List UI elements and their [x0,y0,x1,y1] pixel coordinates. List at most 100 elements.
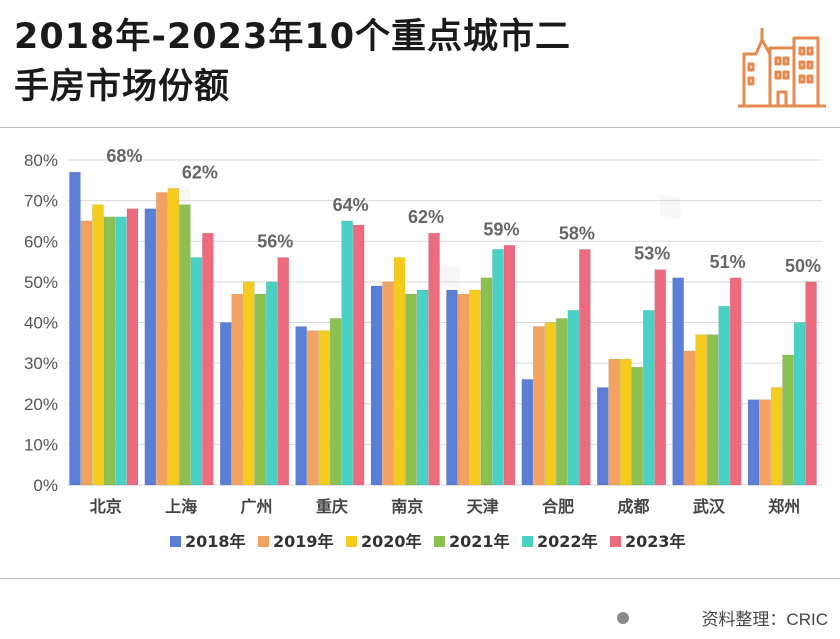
legend-label: 2022年 [537,532,598,551]
bar [695,334,707,486]
bar [179,204,191,486]
bar [416,289,429,486]
bar [480,277,493,486]
chart-title: 2018年-2023年10个重点城市二 手房市场份额 [14,12,714,112]
legend-label: 2020年 [361,532,422,551]
bar [718,306,730,486]
y-tick-label: 70% [24,192,58,211]
source-note: 资料整理：CRIC [701,610,828,629]
x-category-label: 南京 [391,497,423,516]
legend-label: 2018年 [185,532,246,551]
data-annotation: 50% [785,256,821,276]
bar [631,366,643,486]
x-category-label: 武汉 [693,497,726,516]
y-tick-label: 0% [33,476,58,495]
y-tick-label: 30% [24,354,58,373]
data-annotation: 58% [559,223,595,243]
x-category-label: 北京 [90,497,122,516]
bar [469,289,481,486]
bar [370,285,383,486]
bar [770,387,783,486]
bar [144,208,157,486]
bar [393,257,406,486]
legend-swatch [434,536,445,547]
data-annotation: 62% [182,162,218,182]
x-category-label: 合肥 [542,497,574,516]
bar [654,269,666,486]
bar [747,399,760,486]
bar [556,318,568,486]
bar [220,322,232,486]
x-category-label: 成都 [617,497,649,516]
bar [503,245,516,486]
bar [608,358,620,486]
data-annotation: 68% [106,146,142,166]
bar [202,232,214,486]
data-annotation: 51% [710,252,746,272]
bars-layer [69,171,817,486]
bar [92,204,104,486]
x-category-label: 天津 [467,497,499,516]
city-buildings-icon [738,28,826,108]
bar [254,293,266,486]
bar [683,350,696,486]
bar [643,310,655,486]
legend-swatch [170,536,181,547]
title-line-2: 手房市场份额 [14,67,231,107]
bar [457,293,470,486]
bar [782,354,794,486]
bar [428,232,440,486]
legend-swatch [258,536,269,547]
bar [352,224,365,486]
bar [126,208,139,486]
bar [729,277,742,486]
bar [597,387,609,486]
data-annotation: 56% [257,232,293,252]
bar [446,289,458,486]
bar [706,334,719,486]
y-tick-label: 40% [24,314,58,333]
data-annotation: 59% [483,219,519,239]
bottom-divider [0,578,840,579]
bar [544,322,557,486]
bar [579,249,591,486]
bar [382,281,394,486]
y-tick-label: 20% [24,395,58,414]
data-annotation: 62% [408,207,444,227]
bar [672,277,684,486]
bar [329,318,342,486]
bar [341,220,353,486]
legend-label: 2019年 [273,532,334,551]
bar [306,330,319,486]
bar [80,220,93,486]
data-annotation: 53% [634,244,670,264]
legend-swatch [346,536,357,547]
y-tick-label: 80% [24,151,58,170]
legend-layer: 2018年 2019年 2020年 2021年 2022年 2023年 [170,532,686,551]
bar [492,249,504,486]
y-tick-label: 50% [24,273,58,292]
bar [69,171,81,486]
bar [567,310,580,486]
y-tick-label: 10% [24,435,58,454]
x-category-label: 郑州 [768,497,800,516]
legend-swatch [522,536,533,547]
bar [318,330,330,486]
x-category-label: 重庆 [316,497,348,516]
bar [115,216,127,486]
bar [533,326,545,486]
x-category-label: 广州 [240,497,272,516]
bar [793,322,806,486]
bar [231,293,243,486]
labels-layer: 0% 10% 20% 30% 40% 50% 60% 70% 80% 68% 北京 62% 上海 56% 广… [24,146,821,516]
bar [405,293,417,486]
data-annotation: 64% [333,195,369,215]
bar [277,257,289,486]
source-dot-icon [617,612,629,624]
bar [805,281,817,486]
legend-label: 2021年 [449,532,510,551]
bar [266,281,278,486]
title-line-1: 2018年-2023年10个重点城市二 [14,17,572,57]
bar [167,188,180,486]
legend-swatch [610,536,621,547]
